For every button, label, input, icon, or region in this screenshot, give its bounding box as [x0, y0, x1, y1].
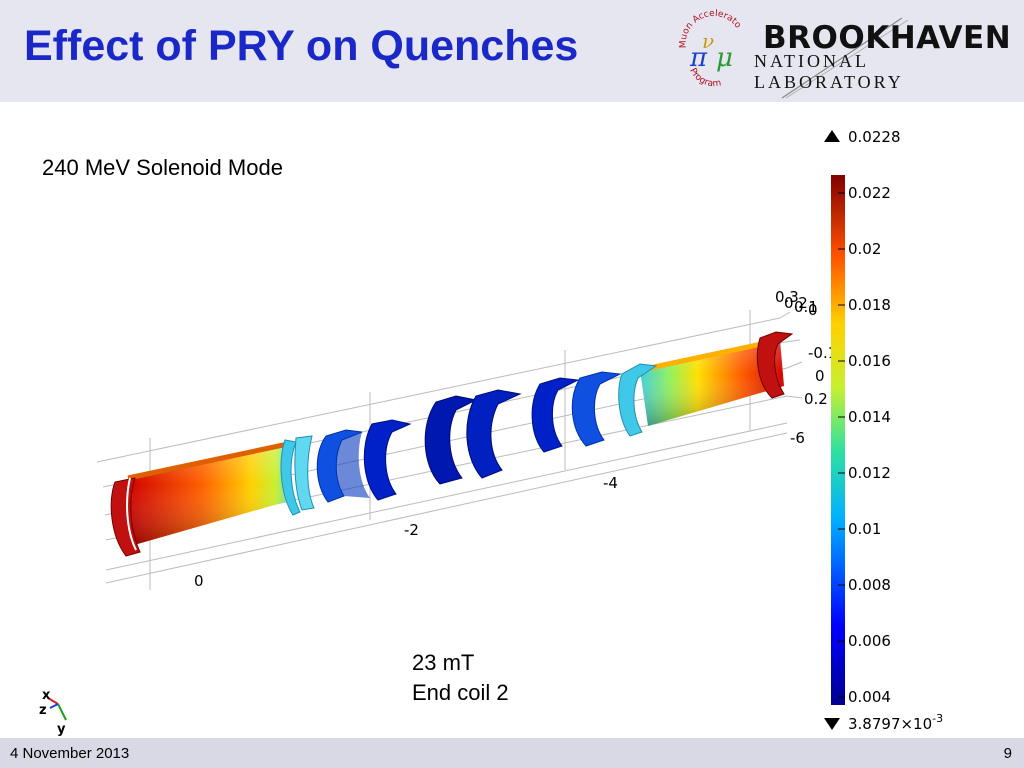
bnl-swoosh — [781, 17, 909, 99]
x-tick-0: 0 — [194, 572, 204, 590]
colorbar-tick-label: 0.02 — [848, 240, 881, 258]
slide-footer — [0, 738, 1024, 768]
triangle-down-icon — [824, 718, 840, 730]
colorbar-tick-label: 0.01 — [848, 520, 881, 538]
side-tick-0: 0.3 — [775, 288, 799, 306]
right-end-ring — [618, 363, 658, 437]
middle-coils — [316, 371, 622, 503]
mode-label: 240 MeV Solenoid Mode — [42, 155, 283, 180]
colorbar-tick-label: 0.004 — [848, 688, 891, 706]
svg-text:3.8797×10-3: 3.8797×10-3 — [848, 712, 943, 733]
colorbar-gradient — [831, 175, 845, 705]
side-tick-5: 0 — [815, 367, 825, 385]
left-end-ring — [280, 439, 301, 516]
field-note: 23 mT End coil 2 — [412, 648, 509, 708]
colorbar-min-exp: -3 — [932, 712, 943, 725]
triad-z: z — [39, 703, 47, 718]
colorbar-tick-label: 0.022 — [848, 184, 891, 202]
field-plot: 0 -2 -4 -6 0.3 0.2 0.1 0 -0.1 0 0.2 0.02… — [39, 128, 943, 737]
lab-subtitle: NATIONAL LABORATORY — [754, 51, 904, 92]
x-tick-neg2: -2 — [404, 521, 419, 539]
footer-date: 4 November 2013 — [10, 745, 130, 762]
slide-title: Effect of PRY on Quenches — [24, 22, 579, 70]
colorbar-tick-label: 0.014 — [848, 408, 891, 426]
side-tick-6: 0.2 — [804, 390, 828, 408]
colorbar-min: 3.8797×10 — [848, 715, 932, 733]
triangle-up-icon — [824, 130, 840, 142]
field-value: 23 mT — [412, 650, 475, 675]
colorbar: 0.0228 0.022 0.02 0.018 0.016 0.014 0.012 0.01… — [824, 128, 943, 733]
lab-name: BROOKHAVEN — [763, 20, 1012, 56]
colorbar-tick-label: 0.012 — [848, 464, 891, 482]
side-tick-1: 0.2 — [784, 294, 808, 312]
x-tick-neg6: -6 — [790, 429, 805, 447]
axis-triad: x z y — [39, 688, 67, 737]
svg-text:π: π — [689, 43, 708, 73]
triad-y: y — [57, 722, 66, 737]
coil-label: End coil 2 — [412, 680, 509, 705]
x-tick-neg4: -4 — [603, 474, 618, 492]
side-tick-3: 0 — [808, 301, 818, 319]
svg-text:ν: ν — [702, 29, 714, 53]
left-end-flange — [110, 477, 141, 557]
colorbar-tick-label: 0.008 — [848, 576, 891, 594]
map-logo: Muon Accelerator ν π μ Program — [676, 8, 743, 89]
page-number: 9 — [1003, 745, 1012, 762]
side-tick-4: -0.1 — [808, 344, 837, 362]
side-tick-2: 0.1 — [794, 298, 818, 316]
triad-x: x — [42, 688, 51, 703]
colorbar-tick-label: 0.006 — [848, 632, 891, 650]
right-end-flange — [756, 331, 794, 399]
colorbar-tick-label: 0.016 — [848, 352, 891, 370]
svg-text:μ: μ — [716, 43, 733, 73]
colorbar-tick-label: 0.018 — [848, 296, 891, 314]
colorbar-max: 0.0228 — [848, 128, 901, 146]
